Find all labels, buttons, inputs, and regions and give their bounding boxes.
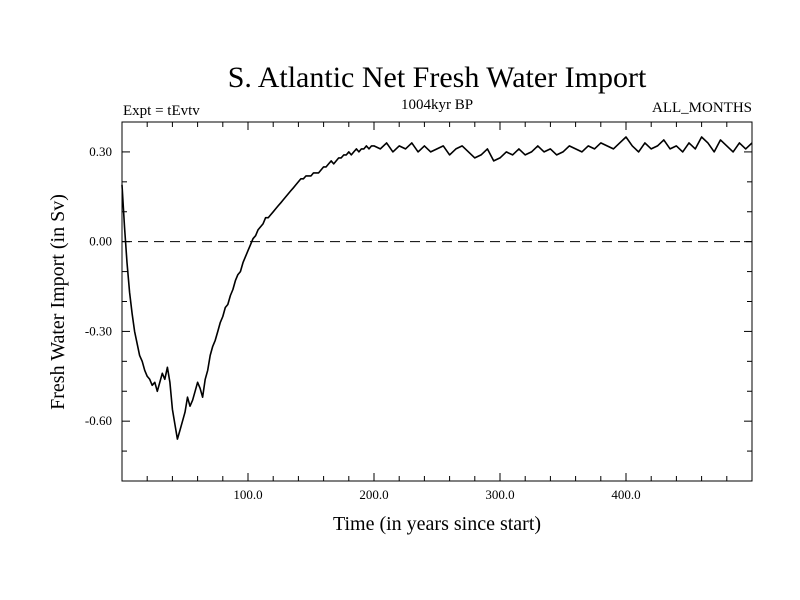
series-line-fresh-water-import [121, 136, 753, 440]
y-tick-label: 0.30 [89, 144, 112, 159]
y-tick-label: -0.30 [85, 323, 112, 338]
plot-frame [121, 121, 753, 482]
x-tick-label: 300.0 [485, 487, 514, 502]
y-axis-label: Fresh Water Import (in Sv) [47, 194, 69, 410]
period-label: 1004kyr BP [401, 97, 473, 113]
axis-ticks [122, 122, 752, 481]
chart-title: S. Atlantic Net Fresh Water Import [228, 61, 647, 94]
x-axis-label: Time (in years since start) [333, 513, 541, 535]
experiment-label: Expt = tEvtv [123, 103, 200, 119]
y-tick-label: 0.00 [89, 234, 112, 249]
x-tick-labels: 100.0 200.0 300.0 400.0 [233, 487, 640, 502]
y-tick-labels: 0.30 0.00 -0.30 -0.60 [85, 144, 112, 428]
x-tick-label: 200.0 [359, 487, 388, 502]
x-tick-label: 400.0 [611, 487, 640, 502]
x-tick-label: 100.0 [233, 487, 262, 502]
y-tick-label: -0.60 [85, 413, 112, 428]
months-label: ALL_MONTHS [652, 100, 752, 116]
